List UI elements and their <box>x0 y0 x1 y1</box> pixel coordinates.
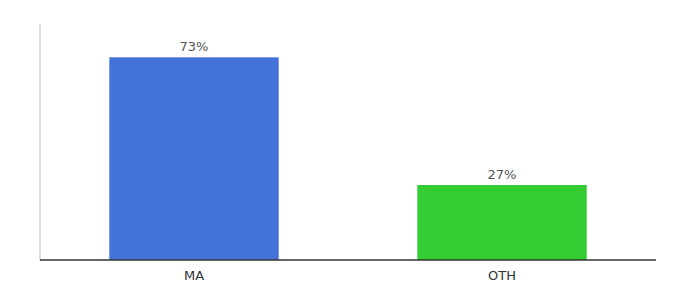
chart: 73% 27% MA OTH <box>0 0 680 300</box>
data-label: 27% <box>488 167 517 182</box>
bar <box>109 57 278 260</box>
bars <box>109 57 586 260</box>
chart-container: 73% 27% MA OTH <box>0 0 680 300</box>
x-axis-line <box>40 259 656 261</box>
bar <box>417 185 586 260</box>
x-tick-label: OTH <box>488 268 516 283</box>
y-axis-line <box>40 24 41 260</box>
x-tick-label: MA <box>184 268 204 283</box>
data-label: 73% <box>180 39 209 54</box>
